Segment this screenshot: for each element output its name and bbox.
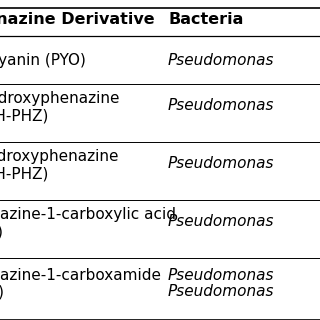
Text: Bacteria: Bacteria: [168, 12, 244, 27]
Text: Pseudomonas: Pseudomonas: [168, 268, 275, 283]
Text: Pseudomonas: Pseudomonas: [168, 213, 275, 228]
Text: 2-Hydroxyphenazine: 2-Hydroxyphenazine: [0, 149, 119, 164]
Text: Pyocyanin (PYO): Pyocyanin (PYO): [0, 53, 86, 68]
Text: Pseudomonas: Pseudomonas: [168, 156, 275, 171]
Text: Pseudomonas: Pseudomonas: [168, 53, 275, 68]
Text: (2-OH-PHZ): (2-OH-PHZ): [0, 166, 49, 181]
Text: Pseudomonas: Pseudomonas: [168, 98, 275, 113]
Text: 1-Hydroxyphenazine: 1-Hydroxyphenazine: [0, 92, 119, 107]
Text: Phenazine-1-carboxylic acid: Phenazine-1-carboxylic acid: [0, 207, 176, 222]
Text: Phenazine Derivative: Phenazine Derivative: [0, 12, 155, 27]
Text: Phenazine-1-carboxamide: Phenazine-1-carboxamide: [0, 268, 161, 283]
Text: (PCN): (PCN): [0, 284, 5, 300]
Text: (PCA): (PCA): [0, 225, 4, 239]
Text: (1-OH-PHZ): (1-OH-PHZ): [0, 108, 49, 124]
Text: Pseudomonas: Pseudomonas: [168, 284, 275, 300]
